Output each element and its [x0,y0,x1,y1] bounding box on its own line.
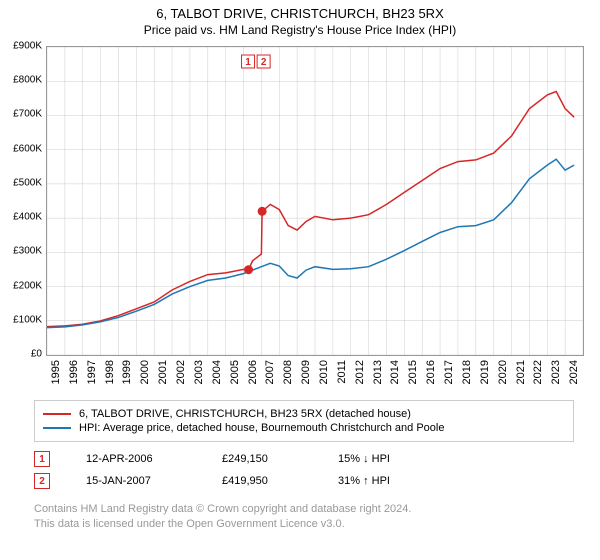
y-tick-label: £800K [13,75,42,86]
sale-row: 2 15-JAN-2007 £419,950 31% ↑ HPI [34,470,574,492]
x-tick-label: 2003 [193,360,205,384]
x-tick-label: 2007 [264,360,276,384]
x-tick-label: 1995 [50,360,62,384]
chart-subtitle: Price paid vs. HM Land Registry's House … [0,21,600,41]
x-tick-label: 2016 [425,360,437,384]
sale-row: 1 12-APR-2006 £249,150 15% ↓ HPI [34,448,574,470]
attribution-line: This data is licensed under the Open Gov… [34,517,574,532]
x-tick-label: 1998 [104,360,116,384]
sale-price: £249,150 [222,453,312,465]
y-tick-label: £300K [13,246,42,257]
x-tick-label: 2011 [336,360,348,384]
x-tick-label: 2009 [300,360,312,384]
sale-marker-icon: 2 [34,473,50,489]
sale-marker-icon: 1 [34,451,50,467]
x-tick-label: 2006 [247,360,259,384]
x-tick-label: 2014 [389,360,401,384]
x-tick-label: 2022 [532,360,544,384]
x-tick-label: 2024 [568,360,580,384]
y-tick-label: £0 [31,349,42,360]
sale-date: 12-APR-2006 [86,453,196,465]
y-tick-label: £600K [13,143,42,154]
x-tick-label: 2002 [175,360,187,384]
attribution-line: Contains HM Land Registry data © Crown c… [34,502,574,517]
attribution: Contains HM Land Registry data © Crown c… [34,502,574,532]
sale-price: £419,950 [222,475,312,487]
legend-item: HPI: Average price, detached house, Bour… [43,421,565,435]
y-tick-label: £400K [13,212,42,223]
legend-swatch [43,413,71,415]
sale-delta: 15% ↓ HPI [338,453,390,465]
x-tick-label: 2020 [497,360,509,384]
plot-svg: 12 [47,47,583,355]
legend-swatch [43,427,71,429]
legend-label: 6, TALBOT DRIVE, CHRISTCHURCH, BH23 5RX … [79,408,411,420]
x-tick-label: 2000 [139,360,151,384]
x-tick-label: 2013 [372,360,384,384]
x-tick-label: 2004 [211,360,223,384]
x-tick-label: 2015 [407,360,419,384]
legend: 6, TALBOT DRIVE, CHRISTCHURCH, BH23 5RX … [34,400,574,442]
legend-label: HPI: Average price, detached house, Bour… [79,422,444,434]
x-tick-label: 2019 [479,360,491,384]
x-tick-label: 1999 [121,360,133,384]
x-tick-label: 1997 [86,360,98,384]
y-tick-label: £200K [13,280,42,291]
x-tick-label: 2023 [550,360,562,384]
plot-area: 12 [46,46,584,356]
x-tick-label: 2005 [229,360,241,384]
y-tick-label: £900K [13,41,42,52]
svg-text:2: 2 [261,57,267,68]
x-tick-label: 2018 [461,360,473,384]
price-history-chart: 6, TALBOT DRIVE, CHRISTCHURCH, BH23 5RX … [0,0,600,560]
x-tick-label: 2008 [282,360,294,384]
svg-text:1: 1 [245,57,251,68]
chart-title: 6, TALBOT DRIVE, CHRISTCHURCH, BH23 5RX [0,0,600,21]
y-tick-label: £100K [13,314,42,325]
sale-date: 15-JAN-2007 [86,475,196,487]
x-tick-label: 1996 [68,360,80,384]
y-tick-label: £700K [13,109,42,120]
x-tick-label: 2017 [443,360,455,384]
legend-item: 6, TALBOT DRIVE, CHRISTCHURCH, BH23 5RX … [43,407,565,421]
x-tick-label: 2021 [515,360,527,384]
sale-events: 1 12-APR-2006 £249,150 15% ↓ HPI 2 15-JA… [34,448,574,492]
x-tick-label: 2012 [354,360,366,384]
x-tick-label: 2010 [318,360,330,384]
y-tick-label: £500K [13,177,42,188]
x-tick-label: 2001 [157,360,169,384]
sale-delta: 31% ↑ HPI [338,475,390,487]
